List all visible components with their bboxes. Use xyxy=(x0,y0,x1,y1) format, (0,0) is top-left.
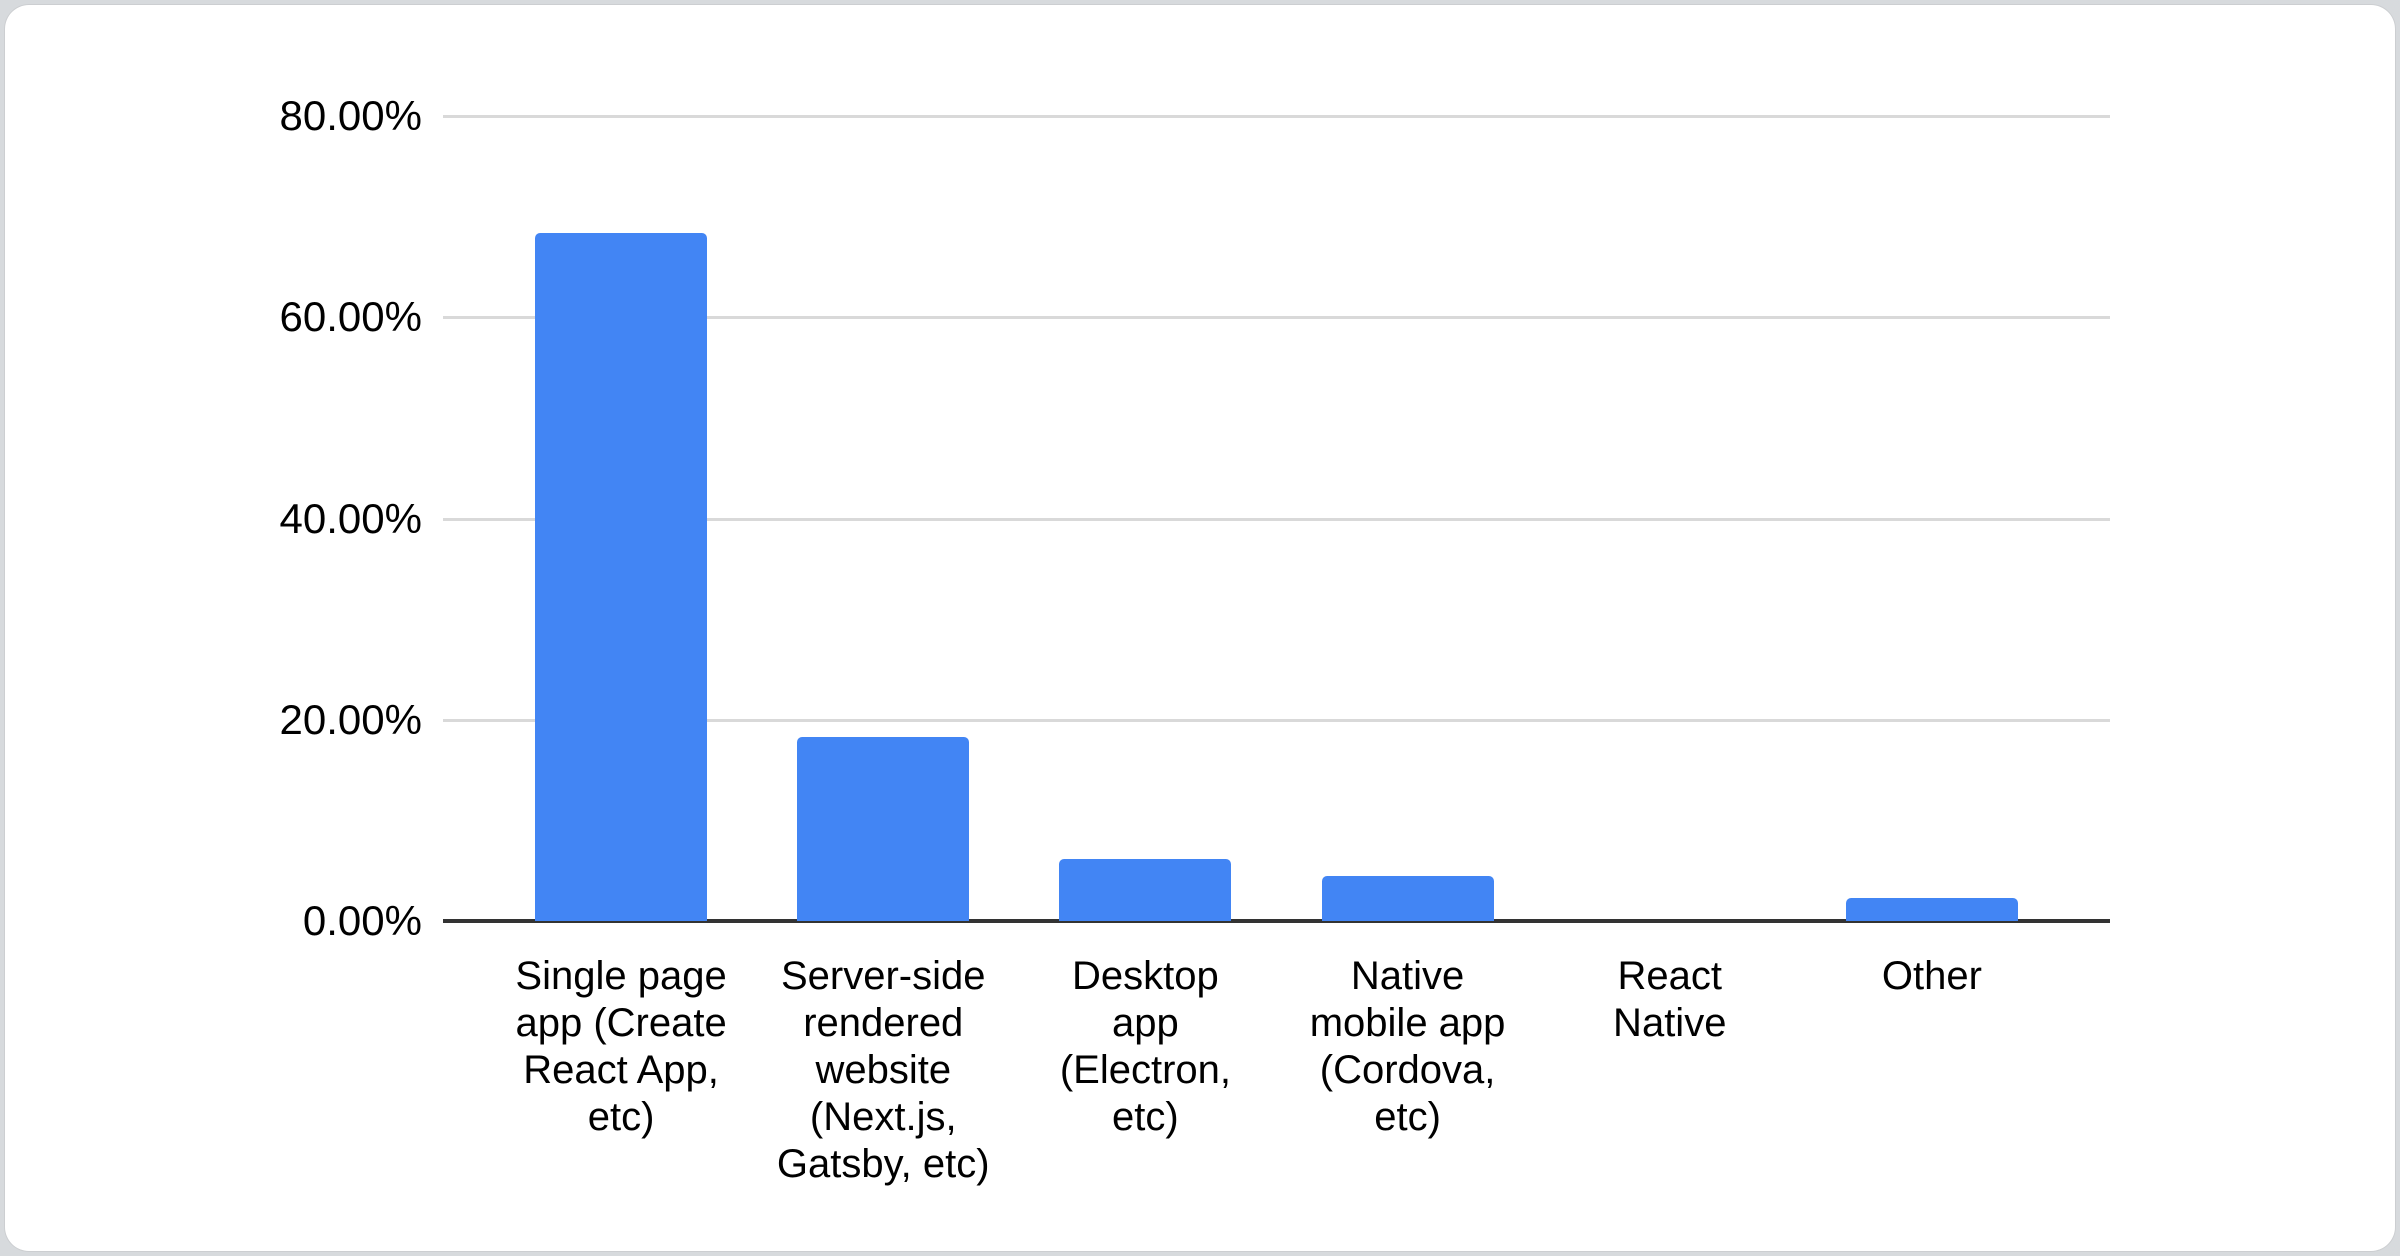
x-axis-label-line: rendered xyxy=(803,1001,964,1045)
y-axis-tick-label: 20.00% xyxy=(279,695,422,743)
chart-bar xyxy=(1845,898,2018,921)
y-axis-tick-label: 80.00% xyxy=(279,92,422,139)
x-axis-label-line: Native xyxy=(1350,954,1465,998)
x-axis-category-label: Server-side rendered website (Next.js, Gatsb… xyxy=(777,953,990,1188)
plot-area xyxy=(443,115,2110,923)
x-axis-label-line: (Electron, xyxy=(1059,1048,1231,1092)
x-axis-label-line: app (Create xyxy=(515,1001,727,1045)
x-axis-label-line: Server-side xyxy=(780,954,986,998)
x-axis-label-line: website xyxy=(815,1048,952,1092)
x-axis-label-line: (Cordova, xyxy=(1319,1048,1496,1092)
x-axis-category-label: Native mobile app (Cordova, etc) xyxy=(1310,953,1506,1141)
y-axis-tick-label: 0.00% xyxy=(302,897,422,944)
x-axis-label-line: Native xyxy=(1613,1001,1727,1045)
x-axis-label-line: React xyxy=(1617,954,1722,998)
chart-card: 80.00% 60.00% 40.00% 20.00% 0.00% Single pag… xyxy=(5,5,2395,1251)
x-axis-label-line: etc) xyxy=(1112,1095,1179,1139)
x-axis-label-line: React App, xyxy=(523,1048,719,1092)
x-axis-label-line: Gatsby, etc) xyxy=(776,1142,990,1186)
chart-bar xyxy=(797,737,970,921)
x-axis-category-label: Desktop app (Electron, etc) xyxy=(1060,953,1231,1141)
y-axis-tick-label: 40.00% xyxy=(279,494,422,542)
x-axis-label-line: mobile app xyxy=(1309,1001,1506,1045)
chart-bar xyxy=(535,233,708,921)
x-axis-label-line: Desktop xyxy=(1072,954,1219,998)
x-axis-label-line: Other xyxy=(1881,954,1982,998)
x-axis-category-label: Single page app (Create React App, etc) xyxy=(515,953,726,1141)
x-axis-label-line: Single page xyxy=(515,954,727,998)
x-axis-label-line: etc) xyxy=(587,1095,655,1139)
x-axis-category-label: Other xyxy=(1882,953,1982,1000)
gridline xyxy=(443,115,2110,118)
x-axis-label-line: (Next.js, xyxy=(809,1095,957,1139)
chart-bar xyxy=(1059,859,1232,921)
x-axis-category-label: React Native xyxy=(1613,953,1726,1047)
x-axis-label-line: etc) xyxy=(1374,1095,1441,1139)
x-axis-label-line: app xyxy=(1112,1001,1179,1045)
y-axis-tick-label: 60.00% xyxy=(279,293,422,341)
chart-bar xyxy=(1321,876,1494,921)
